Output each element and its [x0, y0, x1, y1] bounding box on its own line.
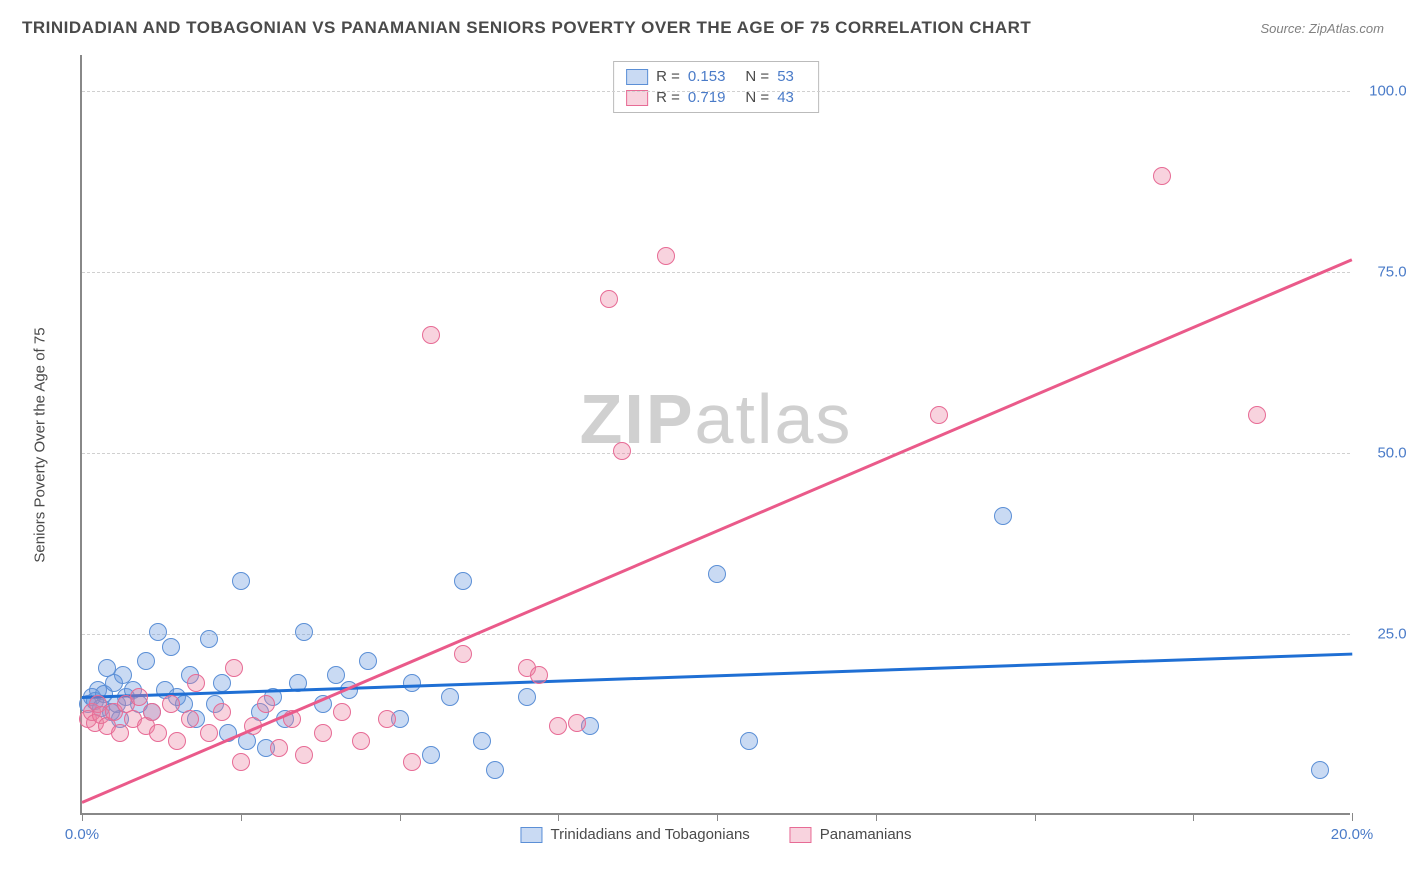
x-tick — [717, 813, 718, 821]
plot-region: ZIPatlas R =0.153N =53R =0.719N =43 Trin… — [80, 55, 1350, 815]
data-point — [613, 442, 631, 460]
series-legend: Trinidadians and Tobagonians Panamanians — [520, 826, 911, 843]
source-citation: Source: ZipAtlas.com — [1260, 21, 1384, 36]
data-point — [162, 638, 180, 656]
data-point — [422, 326, 440, 344]
legend-swatch — [626, 69, 648, 85]
x-tick-label: 20.0% — [1331, 826, 1374, 843]
y-tick-label: 100.0% — [1369, 83, 1406, 100]
x-tick — [1035, 813, 1036, 821]
x-tick — [1193, 813, 1194, 821]
data-point — [352, 732, 370, 750]
legend-row: R =0.719N =43 — [626, 87, 806, 108]
legend-series-label: Trinidadians and Tobagonians — [550, 826, 749, 843]
data-point — [149, 724, 167, 742]
legend-n-label: N = — [745, 68, 769, 85]
data-point — [403, 753, 421, 771]
chart-header: TRINIDADIAN AND TOBAGONIAN VS PANAMANIAN… — [22, 18, 1384, 38]
data-point — [549, 717, 567, 735]
x-tick — [82, 813, 83, 821]
data-point — [378, 710, 396, 728]
data-point — [200, 630, 218, 648]
data-point — [1153, 167, 1171, 185]
data-point — [473, 732, 491, 750]
data-point — [225, 659, 243, 677]
data-point — [441, 688, 459, 706]
legend-series-label: Panamanians — [820, 826, 912, 843]
legend-r-value: 0.153 — [688, 68, 726, 85]
data-point — [422, 746, 440, 764]
legend-swatch — [520, 827, 542, 843]
data-point — [181, 710, 199, 728]
data-point — [333, 703, 351, 721]
data-point — [1311, 761, 1329, 779]
y-tick-label: 25.0% — [1377, 626, 1406, 643]
data-point — [187, 674, 205, 692]
data-point — [137, 652, 155, 670]
x-tick — [400, 813, 401, 821]
legend-r-label: R = — [656, 68, 680, 85]
data-point — [295, 623, 313, 641]
data-point — [454, 645, 472, 663]
x-tick — [1352, 813, 1353, 821]
data-point — [486, 761, 504, 779]
data-point — [314, 724, 332, 742]
data-point — [530, 666, 548, 684]
trend-line — [82, 652, 1352, 698]
y-tick-label: 75.0% — [1377, 264, 1406, 281]
data-point — [454, 572, 472, 590]
data-point — [111, 724, 129, 742]
data-point — [708, 565, 726, 583]
data-point — [568, 714, 586, 732]
data-point — [257, 695, 275, 713]
legend-item: Panamanians — [790, 826, 912, 843]
data-point — [168, 732, 186, 750]
legend-item: Trinidadians and Tobagonians — [520, 826, 749, 843]
data-point — [213, 703, 231, 721]
y-axis-label: Seniors Poverty Over the Age of 75 — [32, 327, 49, 562]
data-point — [359, 652, 377, 670]
gridline — [82, 453, 1350, 454]
x-tick — [241, 813, 242, 821]
x-tick — [876, 813, 877, 821]
chart-title: TRINIDADIAN AND TOBAGONIAN VS PANAMANIAN… — [22, 18, 1031, 38]
x-tick-label: 0.0% — [65, 826, 99, 843]
data-point — [403, 674, 421, 692]
data-point — [740, 732, 758, 750]
data-point — [162, 695, 180, 713]
data-point — [232, 572, 250, 590]
legend-n-value: 53 — [777, 68, 794, 85]
data-point — [600, 290, 618, 308]
data-point — [1248, 406, 1266, 424]
chart-area: Seniors Poverty Over the Age of 75 ZIPat… — [50, 55, 1350, 835]
gridline — [82, 272, 1350, 273]
data-point — [232, 753, 250, 771]
gridline — [82, 634, 1350, 635]
data-point — [200, 724, 218, 742]
gridline — [82, 91, 1350, 92]
y-tick-label: 50.0% — [1377, 445, 1406, 462]
data-point — [518, 688, 536, 706]
data-point — [270, 739, 288, 757]
trend-line — [81, 258, 1352, 804]
data-point — [295, 746, 313, 764]
legend-swatch — [790, 827, 812, 843]
x-tick — [558, 813, 559, 821]
correlation-legend: R = 0.153 N = 53 R =0.719N =43 — [613, 61, 819, 113]
data-point — [657, 247, 675, 265]
data-point — [213, 674, 231, 692]
data-point — [930, 406, 948, 424]
legend-row: R = 0.153 N = 53 — [626, 66, 806, 87]
data-point — [143, 703, 161, 721]
data-point — [994, 507, 1012, 525]
